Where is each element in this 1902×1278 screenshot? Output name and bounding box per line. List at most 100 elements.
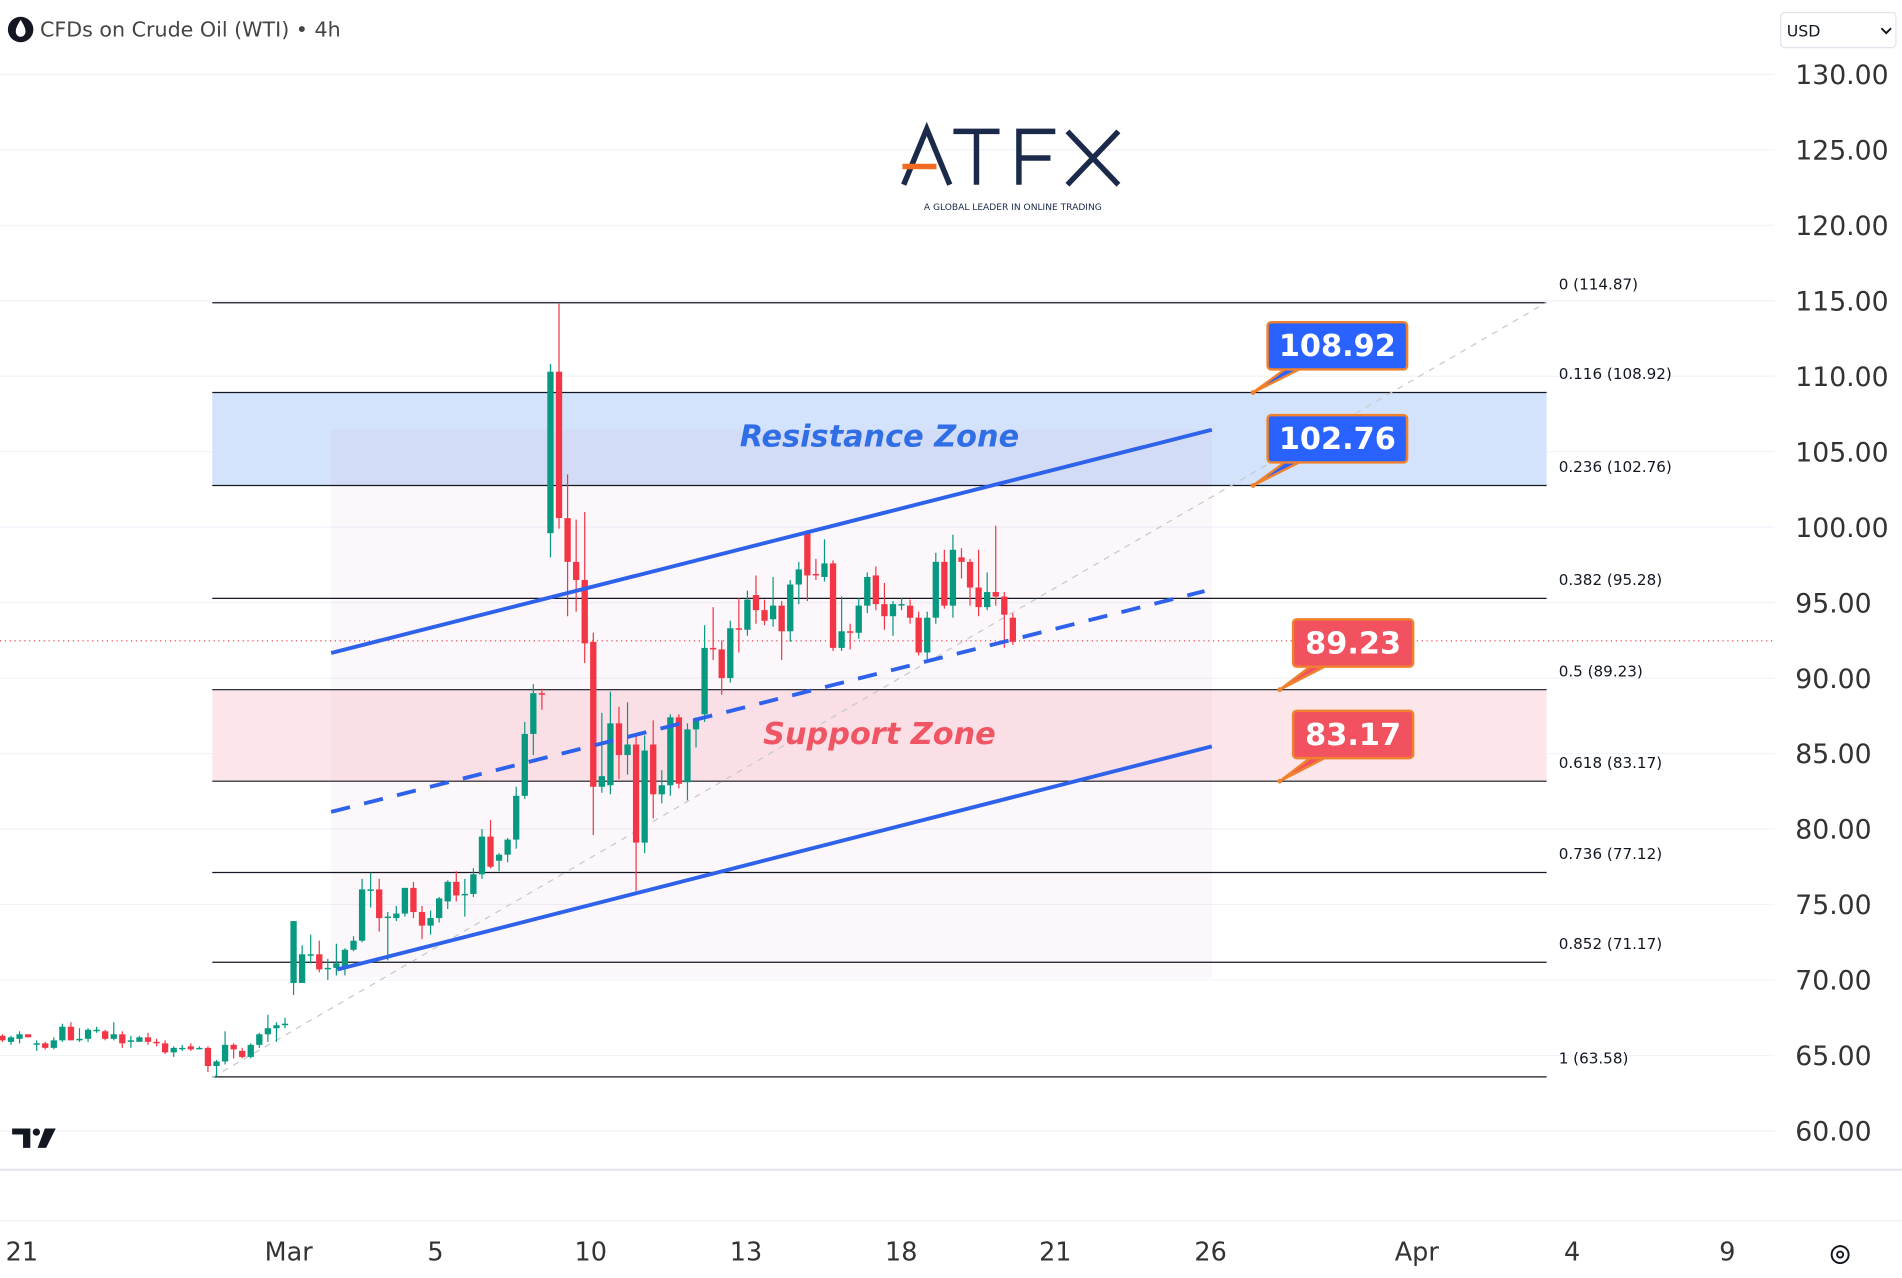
callout-value: 108.92 <box>1279 329 1396 364</box>
candle-body <box>906 605 914 618</box>
candle-body <box>358 889 366 941</box>
candle <box>393 905 400 922</box>
candle <box>615 706 623 780</box>
candle <box>984 572 991 611</box>
candle-body <box>179 1047 186 1050</box>
currency-value: USD <box>1787 22 1821 41</box>
candle-body <box>341 949 349 967</box>
fib-retracement[interactable]: 0 (114.87) 0.116 (108.92) 0.236 (102.76) 0.… <box>212 275 1672 1078</box>
candle <box>847 623 854 650</box>
candle <box>1001 592 1008 648</box>
candle-body <box>204 1047 212 1066</box>
candle <box>881 582 888 630</box>
price-axis[interactable]: 130.00 125.00 120.00 115.00 110.00 105.00 100.… <box>1795 60 1888 1148</box>
candle <box>170 1046 177 1057</box>
candle-body <box>521 733 528 796</box>
candle-body <box>256 1034 263 1045</box>
candle <box>513 786 520 849</box>
chart-background <box>0 5 1902 1273</box>
candle-body <box>84 1029 92 1039</box>
callout-anchor <box>1277 778 1283 784</box>
chart-header: CFDs on Crude Oil (WTI) • 4h <box>7 16 341 43</box>
support-zone-label: Support Zone <box>763 717 996 752</box>
price-tick-label: 110.00 <box>1795 362 1888 393</box>
candle <box>812 558 820 580</box>
candle <box>752 575 760 624</box>
price-tick-label: 80.00 <box>1795 815 1871 846</box>
candle-body <box>949 549 957 606</box>
candle-body <box>333 963 340 968</box>
candle <box>975 549 982 617</box>
candle <box>966 558 974 606</box>
candle <box>221 1031 229 1065</box>
currency-dropdown[interactable]: USD <box>1780 11 1897 49</box>
candle <box>0 1034 6 1042</box>
candle-body <box>427 918 434 926</box>
candle-body <box>384 916 391 919</box>
candle <box>932 552 939 624</box>
fib-level-label: 0.116 (108.92) <box>1559 365 1672 383</box>
candle <box>256 1032 263 1048</box>
candle <box>401 887 409 917</box>
candle <box>684 723 691 801</box>
callout-value: 102.76 <box>1279 422 1396 457</box>
candle-body <box>401 887 409 914</box>
candle <box>453 871 460 902</box>
price-callout[interactable]: 108.92 <box>1250 320 1409 395</box>
candle <box>119 1031 126 1048</box>
candle <box>461 878 468 917</box>
candle-body <box>273 1025 280 1029</box>
candle-body <box>881 604 888 617</box>
candle <box>341 948 349 976</box>
settings-gear-icon[interactable] <box>1830 1245 1850 1265</box>
candle-body <box>16 1034 23 1039</box>
candle-body <box>444 881 451 902</box>
candle-body <box>966 561 974 588</box>
price-callout[interactable]: 102.76 <box>1250 413 1409 488</box>
candle-body <box>196 1047 203 1050</box>
time-tick-label: 18 <box>885 1238 917 1268</box>
time-axis[interactable]: 21 Mar 5 10 13 18 21 26 Apr 4 9 <box>6 1238 1736 1268</box>
candle <box>855 598 862 639</box>
candle-body <box>667 717 674 786</box>
price-callout[interactable]: 89.23 <box>1277 618 1415 693</box>
time-tick-label: 9 <box>1719 1238 1735 1268</box>
candle-body <box>136 1037 143 1042</box>
callout-box <box>1266 413 1409 464</box>
time-tick-label: 13 <box>730 1238 762 1268</box>
candle <box>641 735 648 854</box>
candle-body <box>632 744 640 843</box>
candle-body <box>410 887 417 913</box>
candle-body <box>221 1044 229 1062</box>
symbol-title: CFDs on Crude Oil (WTI) • 4h <box>40 18 341 42</box>
candle-body <box>932 561 939 618</box>
price-callout[interactable]: 83.17 <box>1277 709 1415 784</box>
candle-body <box>744 599 751 630</box>
candle-body <box>119 1034 126 1044</box>
channel-mid-line[interactable] <box>330 589 1205 814</box>
candle-body <box>761 610 768 621</box>
candle <box>204 1046 212 1073</box>
candle <box>1009 613 1017 645</box>
candle <box>16 1031 23 1044</box>
candle <box>67 1022 75 1041</box>
candle-body <box>727 628 734 679</box>
channel-upper-line[interactable] <box>330 427 1213 655</box>
candle-body <box>290 921 297 983</box>
candle-body <box>213 1061 220 1066</box>
candle <box>710 607 717 660</box>
channel-lower-line[interactable] <box>336 744 1213 972</box>
candle <box>213 1059 220 1077</box>
time-tick-label: Mar <box>265 1238 314 1268</box>
candle <box>324 958 331 980</box>
candle-body <box>281 1023 289 1026</box>
candle <box>136 1035 143 1042</box>
candle-body <box>67 1026 75 1041</box>
candle <box>24 1034 32 1038</box>
candle-body <box>821 563 828 577</box>
candle <box>33 1040 40 1051</box>
candle <box>487 819 494 869</box>
candle-body <box>376 889 383 919</box>
candle <box>650 720 657 819</box>
